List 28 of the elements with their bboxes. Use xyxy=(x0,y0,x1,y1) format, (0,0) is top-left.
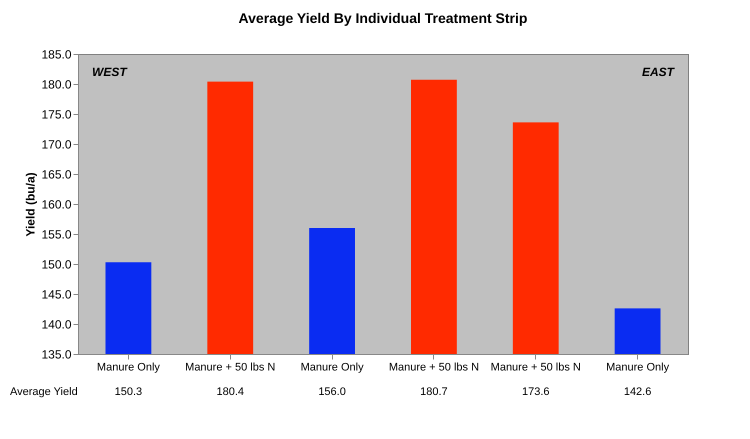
x-tick-label: Manure + 50 lbs N xyxy=(185,362,276,374)
data-label: 150.3 xyxy=(114,386,142,398)
y-tick-label: 140.0 xyxy=(41,318,72,332)
text: Average Yield xyxy=(10,386,78,398)
data-label: 180.4 xyxy=(216,386,244,398)
y-tick-label: 145.0 xyxy=(41,288,72,302)
y-tick-label: 135.0 xyxy=(41,348,72,362)
y-tick-label: 175.0 xyxy=(41,108,72,122)
y-tick-label: 170.0 xyxy=(41,138,72,152)
y-tick-label: 185.0 xyxy=(41,48,72,62)
annotation: EAST xyxy=(642,65,676,79)
data-label: 180.7 xyxy=(420,386,448,398)
x-tick-label: Manure + 50 lbs N xyxy=(388,362,480,374)
y-axis-title: Yield (bu/a) xyxy=(23,172,38,237)
data-label: 173.6 xyxy=(522,386,550,398)
y-tick-label: 160.0 xyxy=(41,198,72,212)
annotation: WEST xyxy=(92,65,128,79)
chart-title: Average Yield By Individual Treatment Strip xyxy=(238,10,528,26)
x-tick-label: Manure Only xyxy=(300,362,364,374)
x-tick-label: Manure + 50 lbs N xyxy=(490,362,581,374)
y-tick-label: 180.0 xyxy=(41,78,72,92)
data-label: 156.0 xyxy=(318,386,346,398)
x-tick-label: Manure Only xyxy=(96,362,160,374)
y-tick-label: 155.0 xyxy=(41,228,72,242)
y-tick-label: 150.0 xyxy=(41,258,72,272)
data-label: 142.6 xyxy=(624,386,652,398)
x-tick-label: Manure Only xyxy=(606,362,670,374)
y-tick-label: 165.0 xyxy=(41,168,72,182)
